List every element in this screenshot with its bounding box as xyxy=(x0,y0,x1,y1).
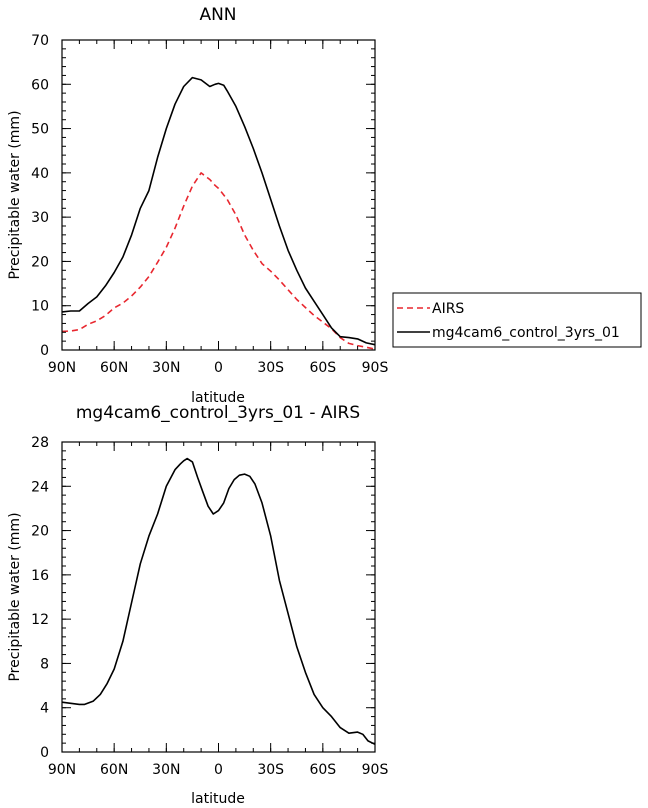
plot-frame xyxy=(61,39,376,351)
x-tick-label: 30N xyxy=(152,360,180,376)
y-tick-label: 50 xyxy=(31,122,49,138)
y-tick-label: 4 xyxy=(40,701,49,717)
x-tick-label: 30N xyxy=(152,762,180,778)
x-axis-label: latitude xyxy=(191,390,245,406)
y-tick-label: 20 xyxy=(31,524,49,540)
y-tick-label: 20 xyxy=(31,254,49,270)
series-group xyxy=(61,76,376,350)
y-tick-label: 0 xyxy=(40,343,49,359)
x-tick-label: 30S xyxy=(257,360,284,376)
x-tick-label: 60N xyxy=(100,360,128,376)
y-axis-label: Precipitable water (mm) xyxy=(7,512,23,681)
y-tick-label: 16 xyxy=(31,568,49,584)
x-tick-label: 0 xyxy=(214,762,223,778)
y-tick-label: 60 xyxy=(31,77,49,93)
y-tick-label: 70 xyxy=(31,33,49,49)
legend-label-0: AIRS xyxy=(432,301,464,317)
y-tick-label: 30 xyxy=(31,210,49,226)
x-tick-label: 90N xyxy=(48,762,76,778)
y-tick-label: 8 xyxy=(40,656,49,672)
x-axis-label: latitude xyxy=(191,791,245,807)
chart-title: mg4cam6_control_3yrs_01 - AIRS xyxy=(76,403,360,423)
plot-frame xyxy=(61,441,376,753)
y-tick-label: 0 xyxy=(40,745,49,761)
x-tick-label: 90S xyxy=(362,360,389,376)
y-tick-label: 28 xyxy=(31,435,49,451)
chart-difference: mg4cam6_control_3yrs_01 - AIRS latitude … xyxy=(7,403,388,807)
x-tick-label: 30S xyxy=(257,762,284,778)
x-tick-label: 90S xyxy=(362,762,389,778)
x-tick-label: 60S xyxy=(309,360,336,376)
x-tick-label: 0 xyxy=(214,360,223,376)
legend-label-1: mg4cam6_control_3yrs_01 xyxy=(432,325,620,341)
series-line-1 xyxy=(61,76,376,346)
y-tick-label: 12 xyxy=(31,612,49,628)
x-tick-label: 60N xyxy=(100,762,128,778)
y-tick-label: 40 xyxy=(31,166,49,182)
y-tick-label: 24 xyxy=(31,479,49,495)
y-tick-label: 10 xyxy=(31,299,49,315)
series-line-0 xyxy=(61,457,376,746)
legend: AIRS mg4cam6_control_3yrs_01 xyxy=(392,292,642,348)
series-line-0 xyxy=(61,172,376,350)
x-tick-label: 60S xyxy=(309,762,336,778)
legend-box xyxy=(392,292,642,348)
y-axis-label: Precipitable water (mm) xyxy=(7,110,23,279)
chart-annual-precipitable-water: ANN latitude Precipitable water (mm) 90N… xyxy=(7,5,642,406)
chart-title: ANN xyxy=(199,5,236,25)
x-tick-label: 90N xyxy=(48,360,76,376)
series-group xyxy=(61,457,376,746)
